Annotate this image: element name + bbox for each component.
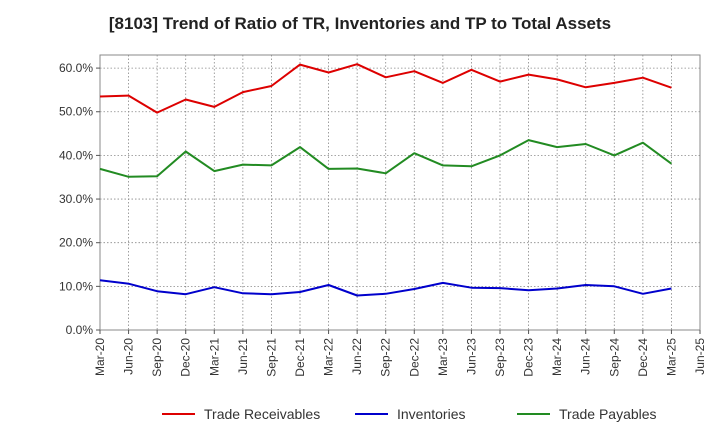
y-tick-label: 0.0% (66, 323, 94, 337)
x-tick-label: Sep-20 (150, 338, 164, 377)
legend-label-trade-receivables: Trade Receivables (204, 406, 320, 422)
x-tick-label: Mar-23 (436, 338, 450, 376)
x-tick-label: Sep-21 (264, 338, 278, 377)
x-tick-label: Sep-24 (607, 338, 621, 377)
y-tick-label: 10.0% (59, 279, 93, 293)
legend-label-inventories: Inventories (397, 406, 465, 422)
x-tick-label: Jun-22 (350, 338, 364, 375)
y-tick-label: 60.0% (59, 61, 93, 75)
series-line-trade-payables (99, 139, 672, 178)
x-tick-label: Mar-24 (550, 338, 564, 376)
x-tick-label: Jun-24 (579, 338, 593, 375)
x-tick-label: Dec-20 (179, 338, 193, 377)
y-tick-label: 30.0% (59, 192, 93, 206)
x-tick-label: Jun-21 (236, 338, 250, 375)
x-tick-label: Mar-20 (93, 338, 107, 376)
x-tick-label: Dec-22 (407, 338, 421, 377)
x-tick-label: Dec-24 (636, 338, 650, 377)
x-tick-label: Mar-22 (322, 338, 336, 376)
x-tick-label: Sep-22 (379, 338, 393, 377)
x-tick-label: Jun-20 (122, 338, 136, 375)
series-line-trade-receivables (99, 63, 672, 114)
plot-area (99, 54, 701, 331)
chart-title: [8103] Trend of Ratio of TR, Inventories… (108, 14, 612, 33)
x-tick-label: Mar-21 (207, 338, 221, 376)
x-tick-label: Mar-25 (664, 338, 678, 376)
x-tick-label: Dec-21 (293, 338, 307, 377)
legend-label-trade-payables: Trade Payables (559, 406, 657, 422)
x-tick-label: Sep-23 (493, 338, 507, 377)
series-line-inventories (99, 279, 672, 297)
x-tick-label: Jun-25 (693, 338, 707, 375)
y-tick-label: 40.0% (59, 148, 93, 162)
y-tick-label: 20.0% (59, 236, 93, 250)
y-tick-label: 50.0% (59, 105, 93, 119)
x-tick-label: Jun-23 (464, 338, 478, 375)
x-tick-label: Dec-23 (522, 338, 536, 377)
